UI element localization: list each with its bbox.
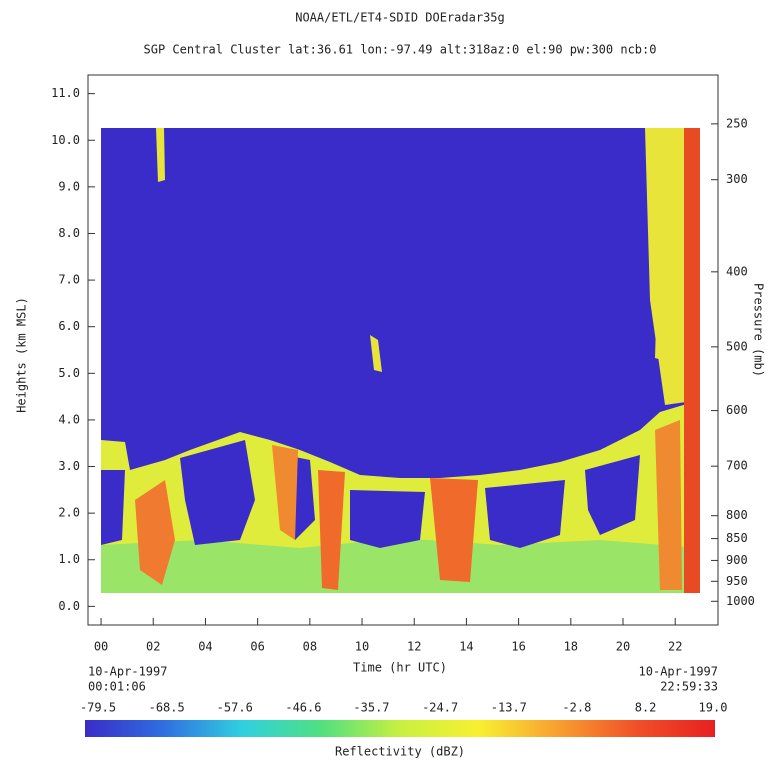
x-tick-label: 12 xyxy=(407,640,421,654)
y-tick-label: 6.0 xyxy=(58,319,80,333)
y2-tick-label: 1000 xyxy=(726,594,755,608)
x-tick-label: 20 xyxy=(616,640,630,654)
colorbar-tick-label: 19.0 xyxy=(699,701,728,715)
x-tick-label: 16 xyxy=(511,640,525,654)
colorbar-tick-label: -79.5 xyxy=(80,701,116,715)
x-tick-label: 14 xyxy=(459,640,473,654)
y-tick-label: 9.0 xyxy=(58,179,80,193)
y-tick-label: 4.0 xyxy=(58,412,80,426)
x-tick-label: 00 xyxy=(94,640,108,654)
y-axis-title: Heights (km MSL) xyxy=(15,297,29,413)
colorbar xyxy=(85,720,715,737)
colorbar-tick-label: -2.8 xyxy=(562,701,591,715)
x-tick-label: 02 xyxy=(146,640,160,654)
y2-tick-label: 400 xyxy=(726,264,748,278)
reflectivity-field xyxy=(101,128,700,593)
x-tick-label: 22 xyxy=(668,640,682,654)
y2-tick-label: 850 xyxy=(726,531,748,545)
end-date: 10-Apr-1997 xyxy=(639,665,718,679)
y2-tick-label: 500 xyxy=(726,339,748,353)
end-time: 22:59:33 xyxy=(660,680,718,694)
colorbar-tick-label: -46.6 xyxy=(285,701,321,715)
y-tick-label: 11.0 xyxy=(51,86,80,100)
colorbar-tick-label: -68.5 xyxy=(149,701,185,715)
start-date: 10-Apr-1997 xyxy=(88,665,167,679)
y-tick-label: 2.0 xyxy=(58,506,80,520)
y2-tick-label: 300 xyxy=(726,172,748,186)
x-tick-label: 06 xyxy=(250,640,264,654)
y-tick-label: 3.0 xyxy=(58,459,80,473)
x-tick-label: 18 xyxy=(564,640,578,654)
y2-tick-label: 800 xyxy=(726,508,748,522)
start-time: 00:01:06 xyxy=(88,680,146,694)
chart-subtitle: SGP Central Cluster lat:36.61 lon:-97.49… xyxy=(144,43,657,57)
x-axis-title: Time (hr UTC) xyxy=(353,661,447,675)
y2-tick-label: 700 xyxy=(726,459,748,473)
colorbar-tick-label: -35.7 xyxy=(353,701,389,715)
y2-tick-label: 950 xyxy=(726,574,748,588)
colorbar-tick-label: -57.6 xyxy=(217,701,253,715)
colorbar-tick-label: -13.7 xyxy=(491,701,527,715)
colorbar-tick-label: -24.7 xyxy=(422,701,458,715)
x-tick-label: 08 xyxy=(303,640,317,654)
y-tick-label: 1.0 xyxy=(58,552,80,566)
colorbar-tick-label: 8.2 xyxy=(635,701,657,715)
y2-axis-title: Pressure (mb) xyxy=(752,283,766,377)
y-tick-label: 5.0 xyxy=(58,366,80,380)
y2-tick-label: 600 xyxy=(726,403,748,417)
x-tick-label: 10 xyxy=(355,640,369,654)
y-tick-label: 8.0 xyxy=(58,226,80,240)
y-tick-label: 10.0 xyxy=(51,133,80,147)
y-tick-label: 7.0 xyxy=(58,273,80,287)
chart-title: NOAA/ETL/ET4-SDID DOEradar35g xyxy=(295,11,505,25)
y2-tick-label: 900 xyxy=(726,553,748,567)
y-tick-label: 0.0 xyxy=(58,599,80,613)
y2-tick-label: 250 xyxy=(726,116,748,130)
x-tick-label: 04 xyxy=(198,640,212,654)
colorbar-title: Reflectivity (dBZ) xyxy=(335,745,465,759)
